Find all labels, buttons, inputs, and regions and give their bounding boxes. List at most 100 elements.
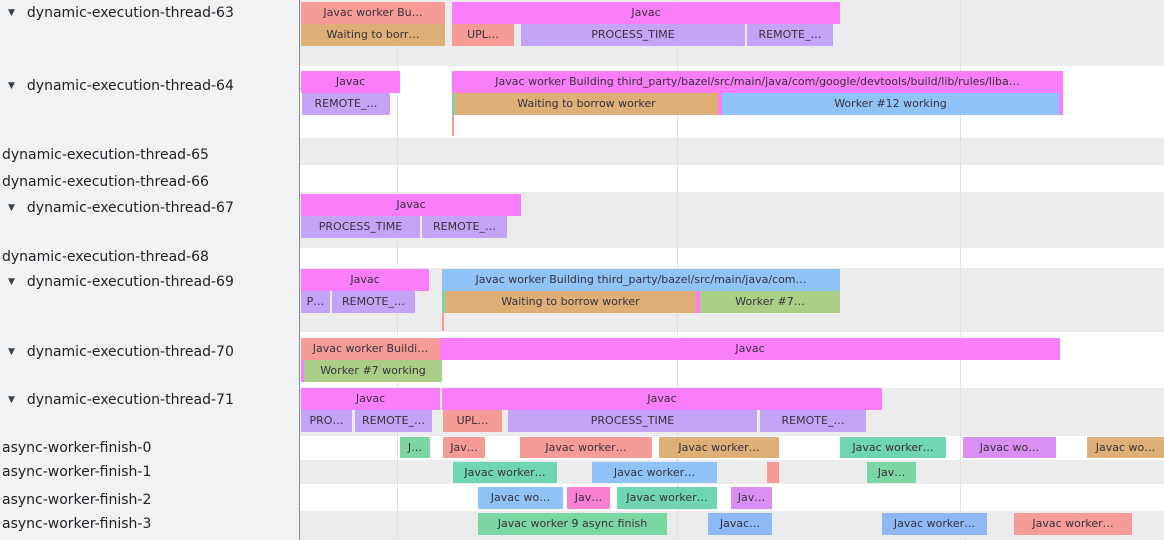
trace-event-bar[interactable]: Waiting to borrow worker bbox=[445, 291, 696, 313]
trace-event-sliver[interactable] bbox=[442, 291, 445, 313]
sidebar-thread-row[interactable]: ▼ dynamic-execution-thread-67 bbox=[0, 197, 304, 219]
trace-event-bar[interactable]: Javac worker… bbox=[659, 437, 779, 458]
thread-name-label: async-worker-finish-0 bbox=[2, 440, 152, 456]
trace-event-bar[interactable]: REMOTE_… bbox=[355, 410, 432, 432]
trace-event-bar[interactable]: Worker #12 working bbox=[722, 93, 1059, 115]
trace-event-bar[interactable]: UPL… bbox=[452, 24, 514, 46]
trace-event-bar[interactable]: Javac bbox=[452, 2, 840, 24]
trace-event-bar[interactable]: Javac… bbox=[708, 513, 772, 535]
trace-event-bar[interactable]: PROCESS_TIME bbox=[301, 216, 420, 238]
thread-name-label: async-worker-finish-1 bbox=[2, 464, 152, 480]
collapse-arrow-icon[interactable]: ▼ bbox=[8, 276, 15, 287]
trace-event-label: Waiting to borr… bbox=[326, 28, 420, 41]
thread-name-label: async-worker-finish-3 bbox=[2, 516, 152, 532]
trace-event-label: Javac worker… bbox=[613, 466, 696, 479]
trace-event-sliver[interactable] bbox=[452, 93, 455, 115]
trace-event-bar[interactable]: Javac bbox=[440, 338, 1060, 360]
trace-event-bar[interactable]: Worker #7 working bbox=[304, 360, 442, 382]
trace-event-label: Javac worker… bbox=[464, 466, 546, 479]
trace-event-label: Javac bbox=[355, 392, 386, 405]
trace-event-label: PROCESS_TIME bbox=[591, 28, 675, 41]
collapse-arrow-icon[interactable]: ▼ bbox=[8, 394, 15, 405]
trace-event-sliver[interactable] bbox=[452, 115, 454, 136]
trace-event-label: Javac bbox=[396, 198, 426, 211]
trace-event-bar[interactable]: Javac worker Building third_party/bazel/… bbox=[442, 269, 840, 291]
trace-event-label: REMOTE_… bbox=[433, 220, 496, 233]
sidebar-thread-row[interactable]: dynamic-execution-thread-68 bbox=[0, 246, 298, 268]
trace-event-bar[interactable]: Waiting to borr… bbox=[301, 24, 445, 46]
row-band bbox=[300, 165, 1164, 192]
trace-event-bar[interactable]: Jav… bbox=[567, 487, 610, 509]
trace-event-bar[interactable]: UPL… bbox=[443, 410, 502, 432]
trace-event-bar[interactable]: Javac worker… bbox=[453, 462, 557, 483]
sidebar-thread-row[interactable]: ▼ dynamic-execution-thread-63 bbox=[0, 2, 304, 24]
time-gridline bbox=[960, 0, 961, 540]
thread-name-label: dynamic-execution-thread-70 bbox=[26, 344, 234, 360]
trace-event-bar[interactable]: J… bbox=[400, 437, 430, 458]
trace-event-bar[interactable] bbox=[767, 462, 779, 483]
trace-event-label: P… bbox=[306, 295, 325, 308]
trace-event-bar[interactable]: Javac worker… bbox=[617, 487, 717, 509]
trace-event-label: Jav… bbox=[450, 441, 478, 454]
trace-event-bar[interactable]: Javac wo… bbox=[478, 487, 563, 509]
sidebar-thread-row[interactable]: ▼ dynamic-execution-thread-69 bbox=[0, 271, 304, 293]
collapse-arrow-icon[interactable]: ▼ bbox=[8, 202, 15, 213]
sidebar-thread-row[interactable]: async-worker-finish-3 bbox=[0, 513, 298, 535]
sidebar-thread-row[interactable]: ▼ dynamic-execution-thread-64 bbox=[0, 75, 304, 97]
trace-event-label: Javac worker Building third_party/bazel/… bbox=[475, 273, 807, 286]
trace-event-bar[interactable]: REMOTE_… bbox=[332, 291, 415, 313]
trace-event-sliver[interactable] bbox=[301, 360, 304, 382]
trace-event-sliver[interactable] bbox=[718, 93, 722, 115]
trace-event-bar[interactable]: Javac wo… bbox=[963, 437, 1056, 458]
trace-event-bar[interactable]: Javac wo… bbox=[1087, 437, 1164, 458]
trace-event-bar[interactable]: REMOTE_… bbox=[760, 410, 866, 432]
trace-event-bar[interactable]: Javac worker Buildi… bbox=[301, 338, 440, 360]
trace-event-bar[interactable]: PROCESS_TIME bbox=[508, 410, 757, 432]
trace-event-bar[interactable]: Javac bbox=[301, 71, 400, 93]
trace-event-label: REMOTE_… bbox=[314, 97, 378, 110]
sidebar-thread-row[interactable]: async-worker-finish-0 bbox=[0, 437, 298, 459]
trace-event-bar[interactable]: PRO… bbox=[301, 410, 352, 432]
trace-event-bar[interactable]: Javac worker… bbox=[840, 437, 946, 458]
trace-event-bar[interactable]: Worker #7… bbox=[700, 291, 840, 313]
trace-event-bar[interactable]: Waiting to borrow worker bbox=[455, 93, 718, 115]
trace-event-bar[interactable]: PROCESS_TIME bbox=[521, 24, 745, 46]
collapse-arrow-icon[interactable]: ▼ bbox=[8, 346, 15, 357]
trace-event-label: Javac bbox=[350, 273, 380, 286]
trace-event-bar[interactable]: Javac bbox=[301, 388, 440, 410]
trace-event-bar[interactable]: REMOTE_… bbox=[302, 93, 390, 115]
trace-event-bar[interactable]: Javac bbox=[301, 269, 429, 291]
sidebar-thread-row[interactable]: async-worker-finish-1 bbox=[0, 461, 298, 483]
thread-name-label: dynamic-execution-thread-71 bbox=[26, 392, 234, 408]
trace-event-bar[interactable]: Javac worker… bbox=[1014, 513, 1132, 535]
sidebar-thread-row[interactable]: ▼ dynamic-execution-thread-70 bbox=[0, 341, 304, 363]
sidebar-thread-row[interactable]: async-worker-finish-2 bbox=[0, 489, 298, 511]
trace-event-bar[interactable]: Javac worker Bu… bbox=[301, 2, 445, 24]
thread-name-label: dynamic-execution-thread-66 bbox=[2, 174, 209, 190]
trace-event-label: Waiting to borrow worker bbox=[501, 295, 640, 308]
trace-event-sliver[interactable] bbox=[1059, 93, 1063, 115]
trace-event-bar[interactable]: P… bbox=[301, 291, 330, 313]
collapse-arrow-icon[interactable]: ▼ bbox=[8, 7, 15, 18]
trace-event-bar[interactable]: REMOTE_… bbox=[747, 24, 833, 46]
trace-event-bar[interactable]: Jav… bbox=[731, 487, 772, 509]
trace-event-label: Javac worker 9 async finish bbox=[497, 517, 648, 530]
trace-event-bar[interactable]: Jav… bbox=[867, 462, 916, 483]
trace-event-bar[interactable]: REMOTE_… bbox=[422, 216, 507, 238]
trace-event-bar[interactable]: Javac worker 9 async finish bbox=[478, 513, 667, 535]
trace-event-sliver[interactable] bbox=[442, 313, 444, 331]
trace-event-label: Worker #7 working bbox=[320, 364, 426, 377]
trace-event-bar[interactable]: Javac worker… bbox=[520, 437, 652, 458]
trace-event-bar[interactable]: Jav… bbox=[443, 437, 485, 458]
trace-event-bar[interactable]: Javac worker Building third_party/bazel/… bbox=[452, 71, 1063, 93]
sidebar-thread-row[interactable]: dynamic-execution-thread-65 bbox=[0, 144, 298, 166]
thread-name-label: async-worker-finish-2 bbox=[2, 492, 152, 508]
trace-event-bar[interactable]: Javac bbox=[301, 194, 521, 216]
trace-event-sliver[interactable] bbox=[696, 291, 700, 313]
trace-event-bar[interactable]: Javac worker… bbox=[882, 513, 987, 535]
trace-event-bar[interactable]: Javac worker… bbox=[592, 462, 717, 483]
trace-event-bar[interactable]: Javac bbox=[442, 388, 882, 410]
sidebar-thread-row[interactable]: ▼ dynamic-execution-thread-71 bbox=[0, 389, 304, 411]
sidebar-thread-row[interactable]: dynamic-execution-thread-66 bbox=[0, 171, 298, 193]
collapse-arrow-icon[interactable]: ▼ bbox=[8, 80, 15, 91]
